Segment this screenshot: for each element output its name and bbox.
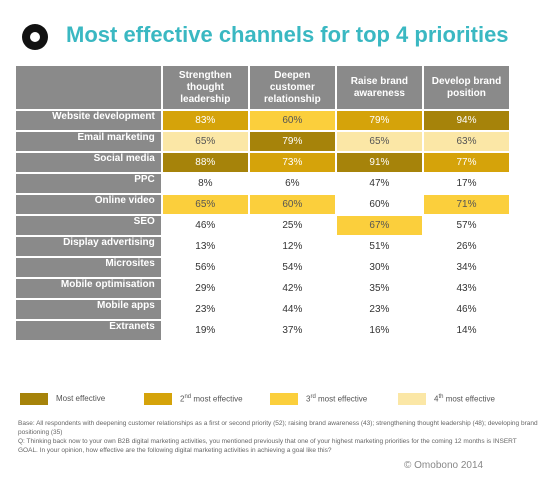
value-cell: 12% bbox=[249, 237, 335, 256]
value-cell: 30% bbox=[336, 258, 422, 277]
value-cell: 60% bbox=[249, 195, 335, 214]
base-note: Base: All respondents with deepening cus… bbox=[18, 420, 538, 436]
value-cell: 60% bbox=[249, 111, 335, 130]
row-label: Microsites bbox=[16, 258, 161, 277]
value-cell: 19% bbox=[162, 321, 248, 340]
value-cell: 94% bbox=[423, 111, 509, 130]
value-cell: 56% bbox=[162, 258, 248, 277]
omobono-logo bbox=[22, 24, 48, 50]
table-body: Website development 83% 60% 79% 94% Email mar… bbox=[16, 111, 509, 340]
table-row: PPC 8% 6% 47% 17% bbox=[16, 174, 509, 193]
row-label: Website development bbox=[16, 111, 161, 130]
legend-swatch bbox=[144, 393, 172, 405]
legend-swatch bbox=[398, 393, 426, 405]
table-row: Mobile optimisation 29% 42% 35% 43% bbox=[16, 279, 509, 298]
row-label: Display advertising bbox=[16, 237, 161, 256]
legend-label: 4th most effective bbox=[434, 394, 495, 404]
value-cell: 26% bbox=[423, 237, 509, 256]
column-header: Develop brand position bbox=[423, 66, 509, 109]
column-header: Raise brand awareness bbox=[336, 66, 422, 109]
table-row: Social media 88% 73% 91% 77% bbox=[16, 153, 509, 172]
row-label: Mobile apps bbox=[16, 300, 161, 319]
value-cell: 29% bbox=[162, 279, 248, 298]
value-cell: 65% bbox=[162, 132, 248, 151]
value-cell: 65% bbox=[336, 132, 422, 151]
value-cell: 63% bbox=[423, 132, 509, 151]
value-cell: 47% bbox=[336, 174, 422, 193]
value-cell: 46% bbox=[162, 216, 248, 235]
table-row: Online video 65% 60% 60% 71% bbox=[16, 195, 509, 214]
value-cell: 35% bbox=[336, 279, 422, 298]
value-cell: 43% bbox=[423, 279, 509, 298]
value-cell: 13% bbox=[162, 237, 248, 256]
row-label: PPC bbox=[16, 174, 161, 193]
row-label: Social media bbox=[16, 153, 161, 172]
value-cell: 91% bbox=[336, 153, 422, 172]
value-cell: 46% bbox=[423, 300, 509, 319]
legend-swatch bbox=[20, 393, 48, 405]
value-cell: 23% bbox=[336, 300, 422, 319]
value-cell: 16% bbox=[336, 321, 422, 340]
page-title: Most effective channels for top 4 priori… bbox=[66, 22, 509, 47]
value-cell: 54% bbox=[249, 258, 335, 277]
table-row: Extranets 19% 37% 16% 14% bbox=[16, 321, 509, 340]
footnotes: Base: All respondents with deepening cus… bbox=[18, 419, 538, 455]
table-row: Microsites 56% 54% 30% 34% bbox=[16, 258, 509, 277]
value-cell: 88% bbox=[162, 153, 248, 172]
effectiveness-table: Strengthen thought leadership Deepen custom… bbox=[14, 64, 511, 342]
value-cell: 79% bbox=[336, 111, 422, 130]
row-label: Email marketing bbox=[16, 132, 161, 151]
value-cell: 51% bbox=[336, 237, 422, 256]
value-cell: 25% bbox=[249, 216, 335, 235]
value-cell: 57% bbox=[423, 216, 509, 235]
value-cell: 8% bbox=[162, 174, 248, 193]
value-cell: 42% bbox=[249, 279, 335, 298]
value-cell: 6% bbox=[249, 174, 335, 193]
value-cell: 17% bbox=[423, 174, 509, 193]
legend-label: 3rd most effective bbox=[306, 394, 368, 404]
question-note: Q: Thinking back now to your own B2B dig… bbox=[18, 438, 517, 454]
value-cell: 34% bbox=[423, 258, 509, 277]
value-cell: 83% bbox=[162, 111, 248, 130]
value-cell: 73% bbox=[249, 153, 335, 172]
row-label: Extranets bbox=[16, 321, 161, 340]
column-header: Strengthen thought leadership bbox=[162, 66, 248, 109]
value-cell: 71% bbox=[423, 195, 509, 214]
value-cell: 60% bbox=[336, 195, 422, 214]
legend-swatch bbox=[270, 393, 298, 405]
row-label: Online video bbox=[16, 195, 161, 214]
value-cell: 67% bbox=[336, 216, 422, 235]
table-row: Email marketing 65% 79% 65% 63% bbox=[16, 132, 509, 151]
value-cell: 44% bbox=[249, 300, 335, 319]
value-cell: 65% bbox=[162, 195, 248, 214]
value-cell: 79% bbox=[249, 132, 335, 151]
table-row: Website development 83% 60% 79% 94% bbox=[16, 111, 509, 130]
table-row: SEO 46% 25% 67% 57% bbox=[16, 216, 509, 235]
value-cell: 37% bbox=[249, 321, 335, 340]
table-row: Mobile apps 23% 44% 23% 46% bbox=[16, 300, 509, 319]
value-cell: 14% bbox=[423, 321, 509, 340]
row-label: SEO bbox=[16, 216, 161, 235]
row-label: Mobile optimisation bbox=[16, 279, 161, 298]
value-cell: 77% bbox=[423, 153, 509, 172]
legend: Most effective 2nd most effective 3rd most… bbox=[0, 393, 552, 409]
table-header-row: Strengthen thought leadership Deepen custom… bbox=[16, 66, 509, 109]
legend-label: Most effective bbox=[56, 394, 106, 403]
legend-label: 2nd most effective bbox=[180, 394, 243, 404]
table-corner bbox=[16, 66, 161, 109]
column-header: Deepen customer relationship bbox=[249, 66, 335, 109]
value-cell: 23% bbox=[162, 300, 248, 319]
table-row: Display advertising 13% 12% 51% 26% bbox=[16, 237, 509, 256]
copyright-text: © Omobono 2014 bbox=[404, 460, 484, 471]
